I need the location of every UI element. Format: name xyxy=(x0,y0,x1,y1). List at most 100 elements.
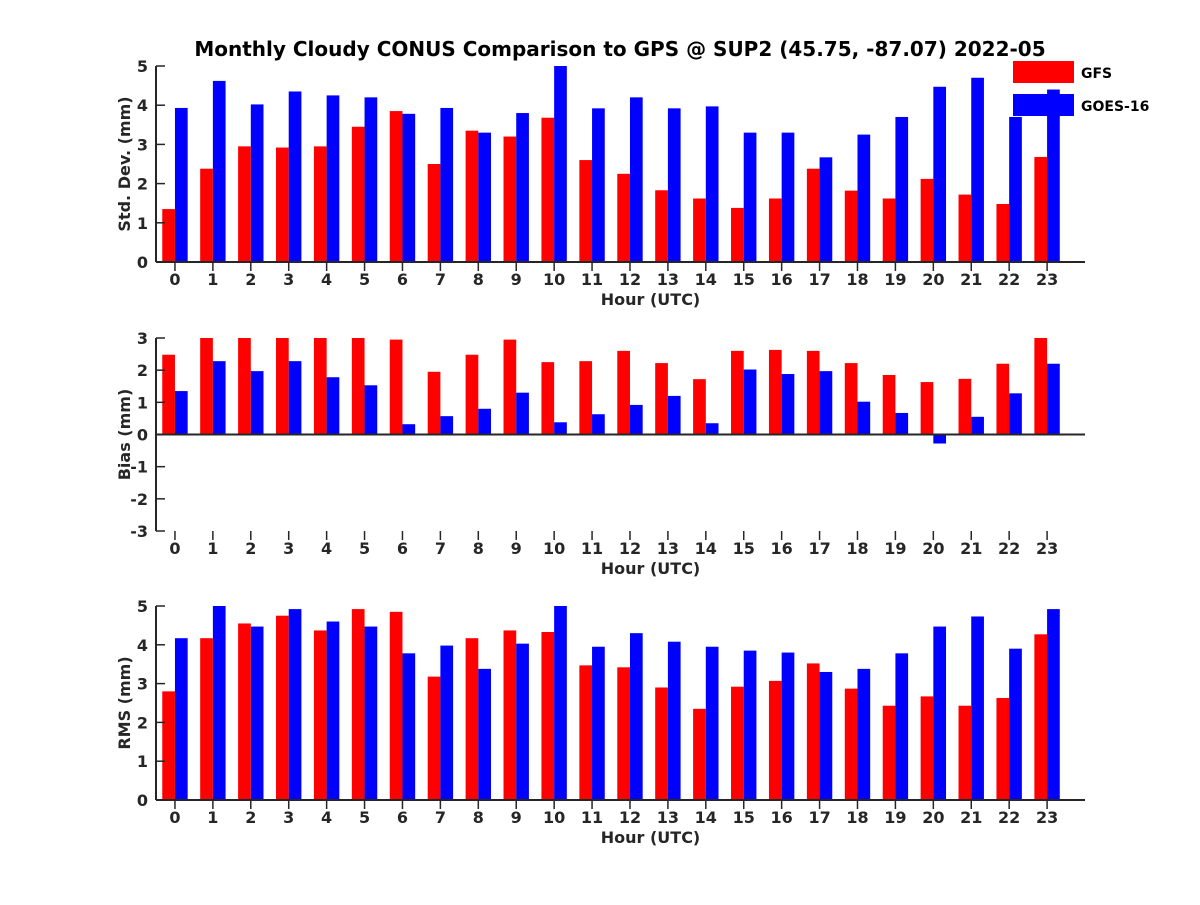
legend-label-goes16: GOES-16 xyxy=(1081,99,1149,115)
bar-goes16-hour-12 xyxy=(629,633,643,800)
bar-gfs-hour-13 xyxy=(655,687,668,800)
bar-goes16-hour-4 xyxy=(326,95,340,263)
bar-gfs-hour-18 xyxy=(844,190,858,262)
bar-gfs-hour-11 xyxy=(579,665,593,800)
bar-gfs-hour-12 xyxy=(617,667,630,800)
bar-goes16-hour-9 xyxy=(516,643,529,800)
x-tick-label: 10 xyxy=(543,808,565,827)
bar-gfs-hour-18 xyxy=(844,688,858,800)
y-tick-label: 3 xyxy=(137,135,148,154)
legend-label-gfs: GFS xyxy=(1081,66,1112,82)
bar-gfs-hour-7 xyxy=(427,371,441,435)
x-tick-label: 3 xyxy=(283,270,294,289)
bar-gfs-hour-4 xyxy=(313,146,327,262)
bar-goes16-hour-16 xyxy=(781,374,795,435)
bar-goes16-hour-7 xyxy=(440,416,454,435)
x-tick-label: 20 xyxy=(922,539,944,558)
bar-gfs-hour-15 xyxy=(731,207,744,262)
bar-gfs-hour-5 xyxy=(351,338,365,435)
bar-gfs-hour-5 xyxy=(351,126,365,262)
bar-goes16-hour-17 xyxy=(819,157,833,262)
x-tick-label: 15 xyxy=(733,808,755,827)
y-tick-label: 2 xyxy=(137,713,148,732)
x-tick-label: 2 xyxy=(245,270,256,289)
y-tick-label: 1 xyxy=(137,214,148,233)
bar-gfs-hour-4 xyxy=(313,338,327,435)
bar-goes16-hour-18 xyxy=(857,401,871,435)
bar-goes16-hour-9 xyxy=(516,392,529,435)
bar-goes16-hour-16 xyxy=(781,652,795,800)
bar-gfs-hour-6 xyxy=(389,111,403,262)
bar-gfs-hour-9 xyxy=(503,136,517,262)
bar-goes16-hour-7 xyxy=(440,107,454,262)
bar-goes16-hour-12 xyxy=(629,404,643,435)
bar-goes16-hour-10 xyxy=(554,66,567,262)
bar-gfs-hour-23 xyxy=(1034,634,1048,800)
bar-goes16-hour-11 xyxy=(592,646,605,800)
bar-goes16-hour-1 xyxy=(212,606,226,800)
bar-goes16-hour-22 xyxy=(1009,393,1022,435)
x-tick-label: 20 xyxy=(922,270,944,289)
bar-gfs-hour-2 xyxy=(238,338,251,435)
bar-goes16-hour-12 xyxy=(629,97,643,262)
x-axis-label: Hour (UTC) xyxy=(601,828,701,847)
bar-goes16-hour-16 xyxy=(781,132,795,262)
bar-goes16-hour-19 xyxy=(895,412,909,435)
x-tick-label: 8 xyxy=(473,808,484,827)
bar-gfs-hour-12 xyxy=(617,350,630,435)
bar-goes16-hour-5 xyxy=(364,385,378,435)
bar-gfs-hour-22 xyxy=(996,697,1010,800)
bar-gfs-hour-2 xyxy=(238,623,251,800)
x-tick-label: 0 xyxy=(169,270,180,289)
bar-gfs-hour-13 xyxy=(655,190,668,262)
bar-goes16-hour-14 xyxy=(705,106,719,262)
bar-gfs-hour-15 xyxy=(731,686,744,800)
bar-gfs-hour-22 xyxy=(996,203,1010,262)
bar-gfs-hour-14 xyxy=(693,708,706,800)
bar-goes16-hour-13 xyxy=(667,395,681,435)
y-tick-label: -1 xyxy=(130,458,148,477)
x-tick-label: 15 xyxy=(733,539,755,558)
y-axis-label: Std. Dev. (mm) xyxy=(115,96,134,231)
bar-goes16-hour-18 xyxy=(857,668,871,800)
bar-goes16-hour-21 xyxy=(971,77,984,262)
bar-gfs-hour-19 xyxy=(882,705,896,800)
x-tick-label: 6 xyxy=(397,808,408,827)
bar-goes16-hour-14 xyxy=(705,423,719,435)
x-tick-label: 21 xyxy=(960,270,982,289)
x-tick-label: 10 xyxy=(543,270,565,289)
bar-goes16-hour-11 xyxy=(592,108,605,262)
x-axis-label: Hour (UTC) xyxy=(601,559,701,578)
bar-goes16-hour-22 xyxy=(1009,648,1022,800)
bar-gfs-hour-1 xyxy=(200,338,213,435)
bar-goes16-hour-20 xyxy=(933,86,947,262)
x-tick-label: 18 xyxy=(846,808,868,827)
bar-goes16-hour-3 xyxy=(288,361,302,435)
x-tick-label: 21 xyxy=(960,539,982,558)
bar-gfs-hour-10 xyxy=(541,117,555,263)
bar-gfs-hour-7 xyxy=(427,164,441,262)
x-tick-label: 5 xyxy=(359,270,370,289)
x-tick-label: 12 xyxy=(619,270,641,289)
bar-gfs-hour-14 xyxy=(693,198,706,262)
x-tick-label: 23 xyxy=(1036,808,1058,827)
bar-goes16-hour-20 xyxy=(933,434,947,444)
bar-gfs-hour-14 xyxy=(693,379,706,435)
bar-goes16-hour-2 xyxy=(250,104,264,262)
bar-gfs-hour-9 xyxy=(503,339,517,435)
y-tick-label: 4 xyxy=(137,636,148,655)
y-tick-label: 4 xyxy=(137,96,148,115)
x-tick-label: 7 xyxy=(435,539,446,558)
bar-goes16-hour-0 xyxy=(174,107,188,262)
x-tick-label: 4 xyxy=(321,539,332,558)
bar-goes16-hour-13 xyxy=(667,108,681,262)
bar-goes16-hour-6 xyxy=(402,113,416,262)
bar-gfs-hour-0 xyxy=(162,691,175,800)
bar-gfs-hour-11 xyxy=(579,160,593,262)
bar-gfs-hour-16 xyxy=(768,349,782,435)
bar-gfs-hour-2 xyxy=(238,146,251,262)
bar-goes16-hour-22 xyxy=(1009,116,1022,263)
x-axis-label: Hour (UTC) xyxy=(601,290,701,309)
